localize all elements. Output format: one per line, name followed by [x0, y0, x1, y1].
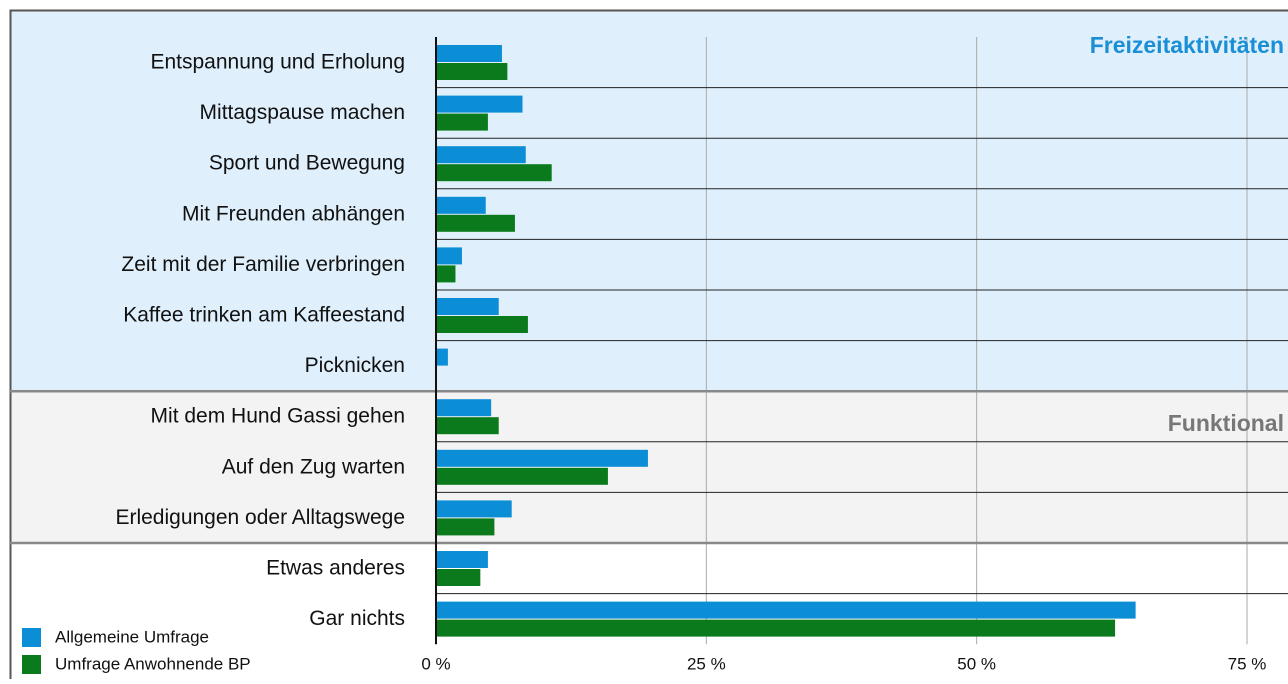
category-label: Zeit mit der Familie verbringen: [121, 253, 405, 276]
annotation: Freizeitaktivitäten: [1090, 32, 1284, 58]
category-label: Mit Freunden abhängen: [182, 202, 405, 225]
bar: [436, 500, 512, 517]
bar: [436, 602, 1136, 619]
legend-label: Allgemeine Umfrage: [55, 627, 209, 646]
category-label: Gar nichts: [309, 607, 405, 630]
category-label: Mittagspause machen: [200, 101, 405, 124]
bar: [436, 265, 455, 282]
bar: [436, 316, 528, 333]
bar: [436, 518, 494, 535]
bar: [436, 298, 499, 315]
category-label: Entspannung und Erholung: [150, 51, 405, 74]
x-tick-label: 25 %: [687, 654, 726, 673]
bar: [436, 96, 523, 113]
x-tick-label: 0 %: [421, 654, 450, 673]
bar: [436, 620, 1115, 637]
bar: [436, 247, 462, 264]
bar: [436, 164, 552, 181]
category-label: Etwas anderes: [266, 557, 405, 580]
bar: [436, 146, 526, 163]
category-label: Auf den Zug warten: [222, 455, 405, 478]
legend-swatch: [22, 628, 41, 647]
bar: [436, 569, 480, 586]
bar: [436, 215, 515, 232]
bar: [436, 114, 488, 131]
legend-swatch: [22, 655, 41, 674]
category-label: Picknicken: [305, 354, 405, 377]
legend-label: Umfrage Anwohnende BP: [55, 654, 251, 673]
bar: [436, 399, 491, 416]
category-label: Erledigungen oder Alltagswege: [115, 506, 405, 529]
bar: [436, 551, 488, 568]
bar: [436, 417, 499, 434]
category-label: Mit dem Hund Gassi gehen: [151, 405, 405, 428]
annotation: Funktional: [1168, 410, 1284, 436]
x-tick-label: 50 %: [957, 654, 996, 673]
category-label: Kaffee trinken am Kaffeestand: [123, 304, 405, 327]
bar: [436, 45, 502, 62]
bar: [436, 468, 608, 485]
category-label: Sport und Bewegung: [209, 152, 405, 175]
x-tick-label: 75 %: [1228, 654, 1267, 673]
bar: [436, 450, 648, 467]
bar: [436, 197, 486, 214]
bar: [436, 63, 507, 80]
bar: [436, 349, 448, 366]
